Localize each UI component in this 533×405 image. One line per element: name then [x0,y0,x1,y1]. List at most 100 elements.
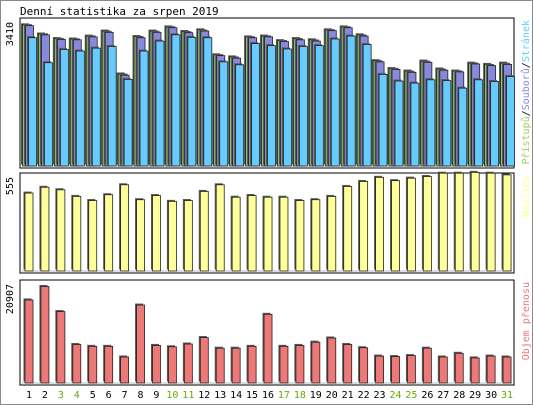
bar-face [295,200,305,272]
bar-face [120,184,130,272]
bar-visits-5 [87,199,98,272]
x-tick-label: 11 [182,390,194,401]
bar-face [40,286,50,384]
bar-stránek-29 [473,78,484,167]
bar-face [407,177,416,272]
bar-face [263,196,273,272]
bar-face [426,79,436,167]
bar-face [75,50,85,167]
bar-visits-25 [405,176,416,272]
bar-visits-15 [246,194,257,272]
x-tick-label: 23 [374,390,386,401]
bar-stránek-23 [377,72,388,167]
bar-face [251,43,260,167]
bar-face [107,46,117,167]
bar-face [470,357,480,384]
bar-stránek-24 [393,79,404,167]
bar-visits-23 [374,175,384,272]
x-tick-label: 18 [294,390,306,401]
bar-traffic-25 [405,354,416,384]
bar-face [44,62,53,167]
bar-visits-14 [230,195,241,272]
bar-visits-6 [103,193,114,272]
bar-visits-26 [421,175,432,272]
bar-face [72,196,82,272]
legend-visits: Návštěv [520,175,532,217]
chart-title: Denní statistika za srpen 2019 [20,5,219,18]
bar-face [458,87,468,167]
bar-face [391,356,400,384]
bar-stránek-28 [457,86,468,167]
bar-traffic-21 [342,342,353,384]
bar-visits-8 [135,198,145,272]
x-tick-label: 20 [326,390,338,401]
bar-visits-4 [71,194,82,272]
x-tick-label: 1 [26,390,32,401]
bar-face [56,311,66,384]
bar-face [136,199,145,272]
bar-visits-29 [469,170,480,272]
bar-traffic-11 [182,342,193,384]
bar-traffic-6 [103,344,114,384]
bar-face [311,199,321,272]
bar-face [422,347,432,384]
bar-face [375,355,384,384]
bar-face [199,337,209,384]
bar-face [231,196,241,272]
bar-stránek-17 [281,47,292,167]
x-tick-label: 26 [421,390,433,401]
bar-traffic-17 [278,344,289,384]
bar-stránek-21 [345,34,356,167]
bar-face [359,181,369,272]
x-tick-label: 25 [405,390,417,401]
bar-visits-17 [278,195,289,272]
x-tick-label: 4 [74,390,80,401]
bar-face [203,37,213,167]
bar-face [139,50,149,167]
y-max-label: 555 [5,177,16,195]
bar-stránek-12 [202,36,213,167]
bar-traffic-7 [119,355,130,384]
bar-stránek-4 [74,49,85,167]
bar-stránek-1 [27,36,37,167]
bar-visits-11 [182,199,193,272]
bar-traffic-10 [166,345,177,384]
bar-stránek-19 [313,44,324,167]
bar-face [104,194,114,272]
bar-visits-24 [390,179,400,272]
bar-face [359,347,369,384]
x-tick-label: 10 [166,390,178,401]
x-tick-label: 2 [42,390,48,401]
legend-traffic: Objem přenosu [520,282,532,360]
bar-face [24,299,34,384]
bar-face [311,341,321,384]
bar-stránek-14 [234,63,245,167]
bar-face [215,347,225,384]
bar-traffic-4 [71,342,82,384]
x-tick-label: 15 [246,390,258,401]
bar-face [168,346,177,384]
bar-visits-9 [150,194,161,272]
bar-face [422,176,432,272]
bar-face [187,36,197,167]
bar-traffic-2 [39,284,50,384]
legend-separator: / [521,110,532,116]
bar-face [279,196,289,272]
bar-stránek-7 [122,77,133,167]
bar-face [454,172,464,272]
bar-face [391,180,400,272]
bar-face [104,345,114,384]
bar-face [123,78,133,167]
bar-face [410,82,420,167]
x-tick-label: 13 [214,390,226,401]
legend-entry: Stránek [520,20,532,62]
bar-face [343,344,353,384]
legend-separator: / [521,62,532,68]
bar-traffic-19 [310,340,321,384]
bar-face [283,48,292,167]
bar-face [247,195,257,272]
legend-hits: Přístupů/Souborů/Stránek [520,20,532,165]
bar-visits-3 [55,188,66,272]
bar-face [470,171,480,272]
x-tick-label: 30 [485,390,497,401]
